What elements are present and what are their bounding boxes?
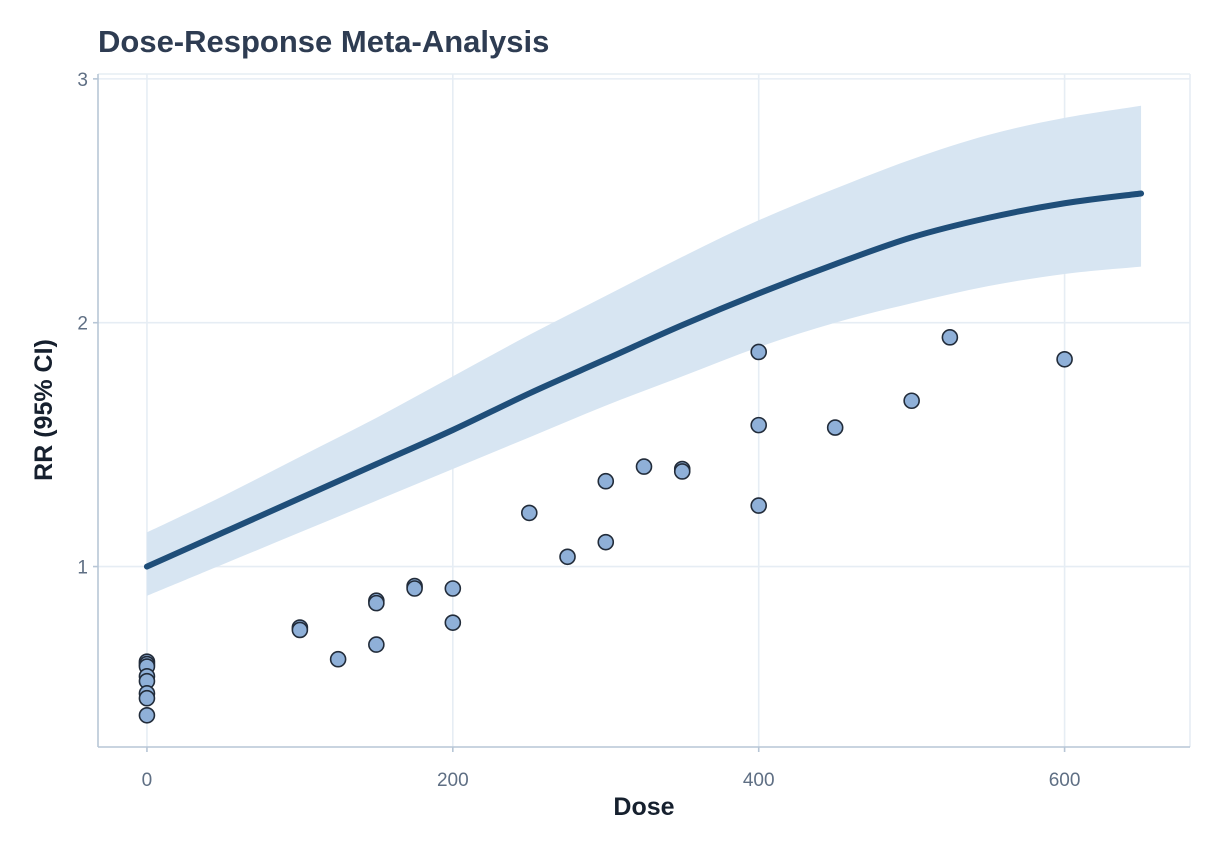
x-tick-label: 200 (437, 770, 469, 791)
data-point (406, 580, 423, 597)
data-point (368, 636, 385, 653)
data-point (291, 621, 309, 639)
data-point (750, 497, 768, 514)
data-point (903, 392, 920, 410)
x-tick-label: 600 (1049, 770, 1081, 791)
data-points-layer (138, 329, 1073, 724)
data-point (520, 504, 538, 522)
y-tick-label: 1 (77, 558, 88, 579)
data-point (826, 419, 844, 436)
data-point (673, 463, 691, 480)
data-point (750, 343, 768, 361)
y-axis-label: RR (95% CI) (30, 339, 58, 481)
data-point (444, 614, 462, 631)
data-point (597, 472, 615, 490)
y-tick-label: 3 (77, 70, 88, 91)
axes-layer: 1 2 3 0 200 400 600 (77, 70, 1190, 791)
fit-line-layer (143, 190, 1145, 570)
data-point (368, 594, 385, 612)
y-tick-label: 2 (77, 314, 88, 335)
data-point (329, 650, 347, 668)
data-point (1056, 350, 1073, 368)
confidence-band (146, 105, 1142, 596)
data-point (138, 707, 156, 724)
x-tick-label: 400 (743, 770, 775, 791)
data-point (635, 458, 653, 475)
data-point (941, 329, 959, 346)
data-point (138, 689, 156, 707)
data-point (750, 416, 768, 434)
chart-title: Dose-Response Meta-Analysis (98, 24, 549, 59)
data-point (559, 548, 576, 566)
fit-line (143, 190, 1145, 570)
x-axis-label: Dose (613, 793, 674, 821)
data-point (444, 580, 462, 597)
grid-layer (98, 73, 1191, 747)
ci-band-layer (146, 105, 1142, 596)
x-tick-label: 0 (142, 770, 153, 791)
data-point (597, 533, 615, 551)
